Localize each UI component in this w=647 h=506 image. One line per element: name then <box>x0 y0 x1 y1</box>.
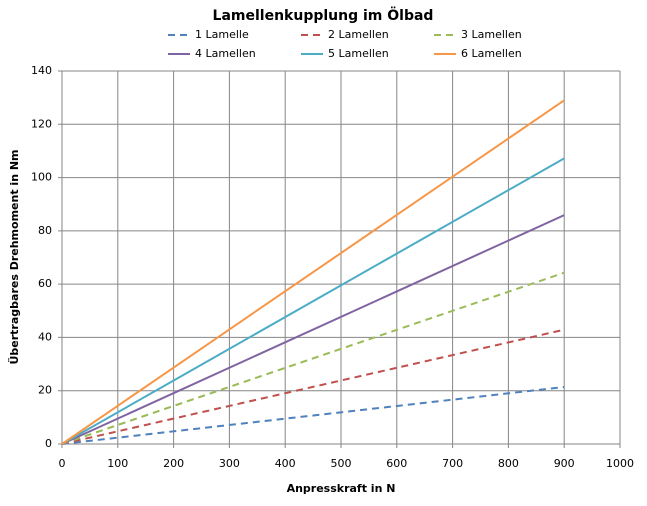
x-tick-label: 500 <box>331 457 352 470</box>
series-line <box>61 157 565 445</box>
y-tick-label: 60 <box>38 277 52 290</box>
legend-label: 2 Lamellen <box>328 28 389 41</box>
x-tick-label: 700 <box>442 457 463 470</box>
x-tick-label: 100 <box>107 457 128 470</box>
y-tick-label: 120 <box>31 117 52 130</box>
legend-label: 5 Lamellen <box>328 47 389 60</box>
y-tick-label: 20 <box>38 384 52 397</box>
series-line <box>61 214 565 445</box>
legend-label: 4 Lamellen <box>195 47 256 60</box>
y-tick-label: 80 <box>38 224 52 237</box>
legend-label: 6 Lamellen <box>461 47 522 60</box>
chart-title: Lamellenkupplung im Ölbad <box>213 6 434 24</box>
x-tick-label: 600 <box>386 457 407 470</box>
series-line <box>61 271 565 445</box>
x-tick-label: 300 <box>219 457 240 470</box>
series-line <box>61 385 565 445</box>
x-axis-label: Anpresskraft in N <box>287 482 396 495</box>
legend-label: 3 Lamellen <box>461 28 522 41</box>
y-axis-label: Übertragbares Drehmoment in Nm <box>7 149 21 364</box>
y-tick-label: 40 <box>38 330 52 343</box>
x-tick-label: 900 <box>554 457 575 470</box>
y-tick-label: 0 <box>45 437 52 450</box>
legend-label: 1 Lamelle <box>195 28 249 41</box>
y-tick-label: 100 <box>31 171 52 184</box>
series-line <box>61 99 565 445</box>
x-tick-label: 1000 <box>606 457 634 470</box>
x-tick-label: 400 <box>275 457 296 470</box>
x-tick-label: 200 <box>163 457 184 470</box>
x-tick-label: 800 <box>498 457 519 470</box>
x-tick-label: 0 <box>59 457 66 470</box>
y-tick-label: 140 <box>31 64 52 77</box>
series-line <box>61 328 565 445</box>
